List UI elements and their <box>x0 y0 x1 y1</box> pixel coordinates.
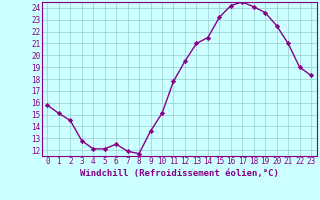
X-axis label: Windchill (Refroidissement éolien,°C): Windchill (Refroidissement éolien,°C) <box>80 169 279 178</box>
